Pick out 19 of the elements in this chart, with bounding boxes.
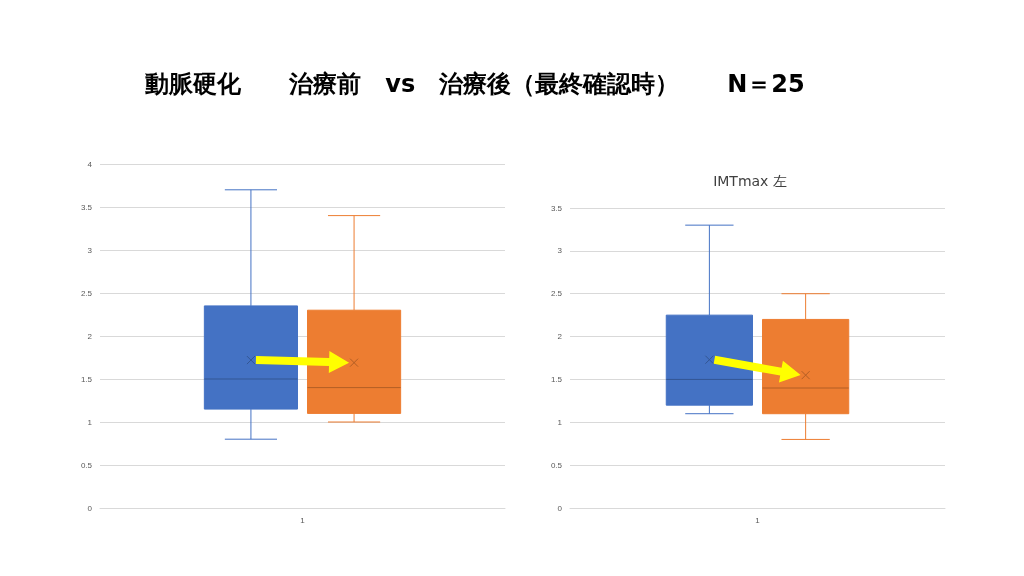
y-tick-label: 1.5	[80, 374, 93, 384]
y-tick-label: 1	[557, 417, 563, 427]
chart-title: 動脈硬化 治療前 vs 治療後（最終確認時） N＝25	[144, 69, 806, 100]
y-tick-label: 3.5	[550, 203, 563, 213]
y-tick-label: 0.5	[80, 460, 93, 470]
y-tick-label: 2	[557, 332, 563, 342]
y-tick-label: 0	[557, 503, 563, 513]
y-tick-label: 3.5	[80, 202, 93, 212]
y-tick-label: 2.5	[80, 288, 93, 298]
y-tick-label: 0	[87, 503, 93, 513]
y-tick-label: 1.5	[550, 374, 563, 384]
y-tick-label: 0.5	[550, 460, 563, 470]
y-tick-label: 3	[87, 245, 93, 255]
y-tick-label: 3	[557, 246, 563, 256]
y-tick-label: 2.5	[550, 289, 563, 299]
y-tick-label: 2	[87, 331, 93, 341]
y-tick-label: 1	[87, 417, 93, 427]
chart-title: IMTmax 左	[713, 173, 787, 189]
y-tick-label: 4	[87, 159, 93, 169]
